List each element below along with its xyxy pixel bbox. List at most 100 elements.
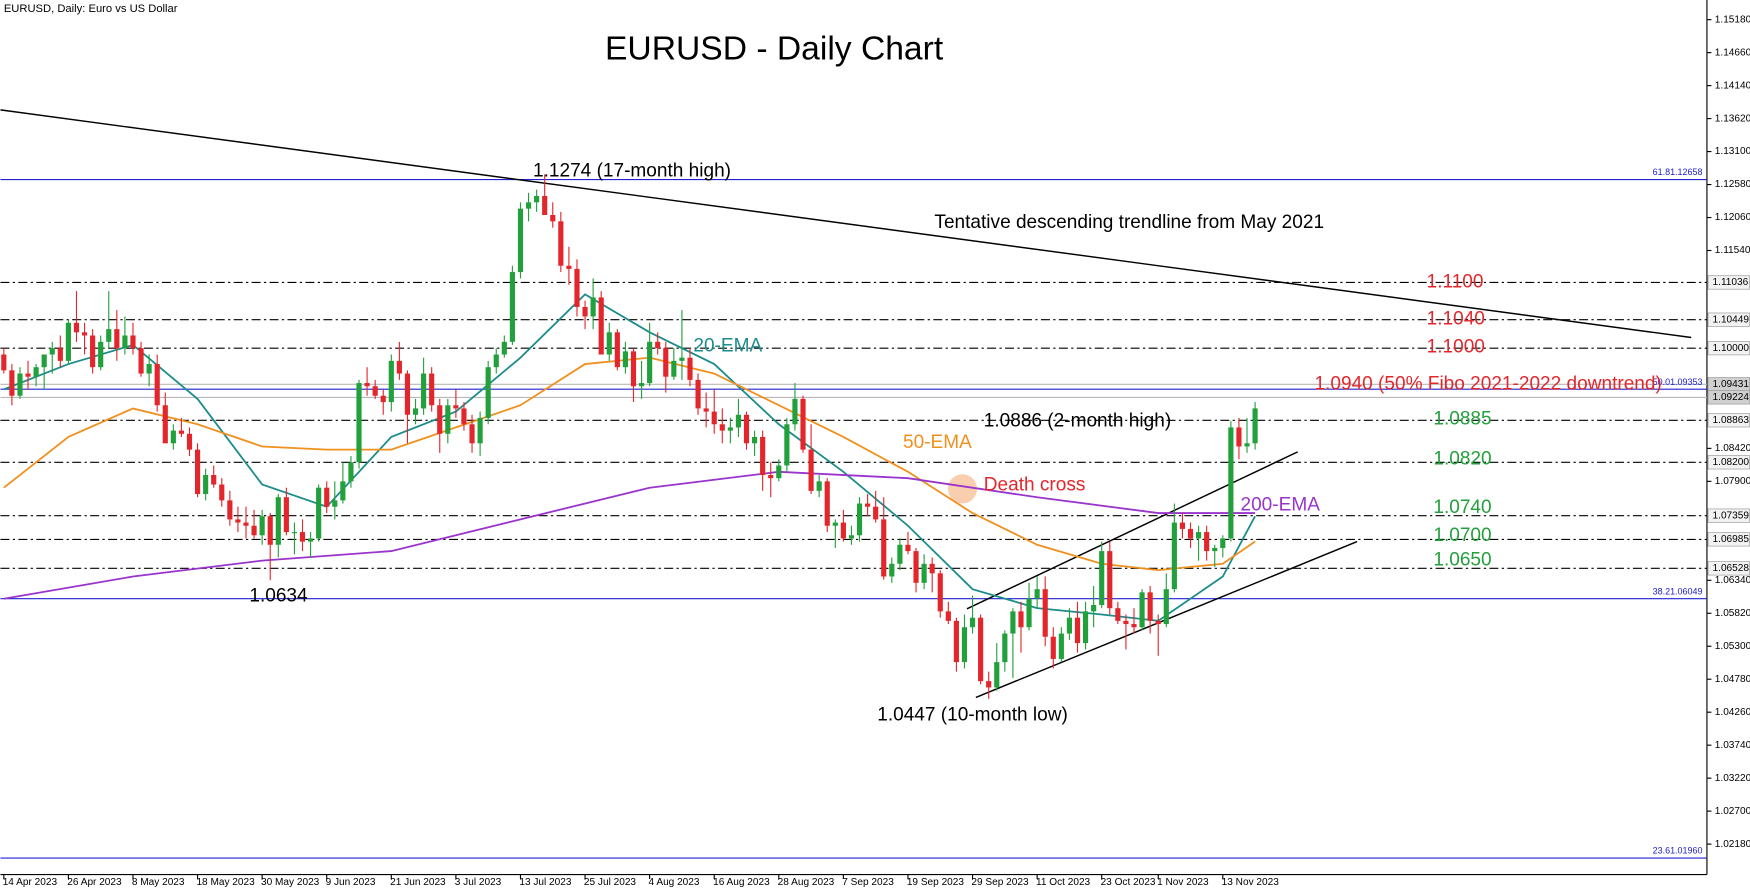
candle-body <box>501 341 507 355</box>
y-tick-label: 1.06340 <box>1715 575 1750 586</box>
candle-body <box>364 383 370 387</box>
candle-body <box>291 532 298 534</box>
x-tick-label: 16 Aug 2023 <box>713 877 770 888</box>
x-tick-label: 14 Apr 2023 <box>3 877 58 888</box>
candle-body <box>469 424 475 444</box>
candle-body <box>1042 589 1048 637</box>
candle-body <box>509 272 515 342</box>
y-tick-label: 1.12060 <box>1715 212 1750 223</box>
candle-body <box>994 662 1000 688</box>
candle-body <box>1220 538 1226 548</box>
candle-body <box>525 202 532 209</box>
descending-trendline <box>0 109 1692 339</box>
candle-body <box>1082 611 1089 644</box>
candle-body <box>275 497 281 545</box>
candle-body <box>404 373 411 415</box>
channel-upper <box>966 451 1299 610</box>
candle-body <box>1244 443 1250 447</box>
y-tick-label: 1.02180 <box>1715 839 1750 850</box>
level-label: 1.08200 <box>1713 457 1750 468</box>
y-tick-label: 1.13620 <box>1715 113 1750 124</box>
ema-label: 20-EMA <box>693 335 762 356</box>
annotation: Tentative descending trendline from May … <box>934 212 1324 233</box>
y-tick-label: 1.05300 <box>1715 641 1750 652</box>
chart-title: EURUSD - Daily Chart <box>605 30 944 67</box>
annotation: 1.0447 (10-month low) <box>877 704 1068 725</box>
y-tick-label: 1.03220 <box>1715 773 1750 784</box>
y-tick-label: 1.14140 <box>1715 80 1750 91</box>
candle-body <box>881 519 887 577</box>
candle-body <box>630 351 637 387</box>
candle-body <box>1212 547 1218 552</box>
candle-body <box>73 322 80 333</box>
candle-body <box>937 573 943 612</box>
candle-body <box>865 503 871 507</box>
candle-body <box>727 427 733 431</box>
candle-body <box>106 329 112 342</box>
candle-body <box>840 522 846 539</box>
ema-line <box>3 470 1256 600</box>
candle-body <box>614 332 620 368</box>
ema-label: 200-EMA <box>1241 495 1321 516</box>
candle-body <box>203 475 209 495</box>
fibo-label: 23.61.01960 <box>1653 846 1703 856</box>
x-tick-label: 23 Oct 2023 <box>1101 877 1156 888</box>
candle-body <box>978 617 984 682</box>
candle-body <box>550 214 556 222</box>
death-cross-marker <box>947 474 978 504</box>
candles <box>1 174 1258 699</box>
annotation: 1.1100 <box>1427 272 1484 293</box>
candle-body <box>542 195 548 215</box>
candle-body <box>1171 522 1177 590</box>
candle-body <box>1058 633 1064 659</box>
candle-body <box>388 360 394 403</box>
ema-label: 50-EMA <box>903 432 972 453</box>
x-tick-label: 30 May 2023 <box>261 877 320 888</box>
candle-body <box>372 386 378 396</box>
candle-body <box>622 351 628 368</box>
x-tick-label: 11 Oct 2023 <box>1036 877 1091 888</box>
candle-body <box>437 405 443 434</box>
candle-body <box>154 364 160 406</box>
x-tick-label: 13 Nov 2023 <box>1222 877 1280 888</box>
candle-body <box>1131 624 1137 628</box>
candle-body <box>186 433 193 450</box>
y-tick-label: 1.03740 <box>1715 740 1750 751</box>
candle-body <box>421 373 427 409</box>
annotation: 1.1000 <box>1427 337 1485 358</box>
x-tick-label: 4 Aug 2023 <box>649 877 700 888</box>
candle-body <box>856 503 863 536</box>
candle-body <box>1018 611 1024 628</box>
x-tick-label: 21 Jun 2023 <box>390 877 446 888</box>
candle-body <box>1147 592 1153 621</box>
candle-body <box>1155 620 1161 625</box>
candle-body <box>461 408 467 425</box>
candle-body <box>396 360 402 374</box>
candle-body <box>332 500 338 507</box>
chart-subtitle: EURUSD, Daily: Euro vs US Dollar <box>4 3 178 15</box>
annotation: 1.1274 (17-month high) <box>533 161 731 182</box>
candle-body <box>33 367 39 377</box>
candle-body <box>768 475 774 479</box>
candle-body <box>961 627 968 663</box>
candle-body <box>889 563 895 577</box>
candle-body <box>9 370 15 396</box>
candle-body <box>259 516 265 536</box>
candle-body <box>905 544 911 552</box>
candle-body <box>752 436 758 444</box>
candle-body <box>776 465 782 479</box>
candle-body <box>114 329 120 349</box>
y-tick-label: 1.12580 <box>1715 179 1750 190</box>
candle-body <box>598 297 604 355</box>
y-tick-label: 1.11540 <box>1715 245 1750 256</box>
y-tick-label: 1.04780 <box>1715 674 1750 685</box>
candle-body <box>695 379 701 409</box>
candle-body <box>1179 522 1186 529</box>
candle-body <box>162 405 168 444</box>
y-tick-label: 1.07900 <box>1715 476 1750 487</box>
candle-body <box>308 538 314 542</box>
candle-body <box>986 681 992 688</box>
x-tick-label: 18 May 2023 <box>196 877 255 888</box>
candle-body <box>429 373 435 406</box>
candle-body <box>873 506 879 520</box>
